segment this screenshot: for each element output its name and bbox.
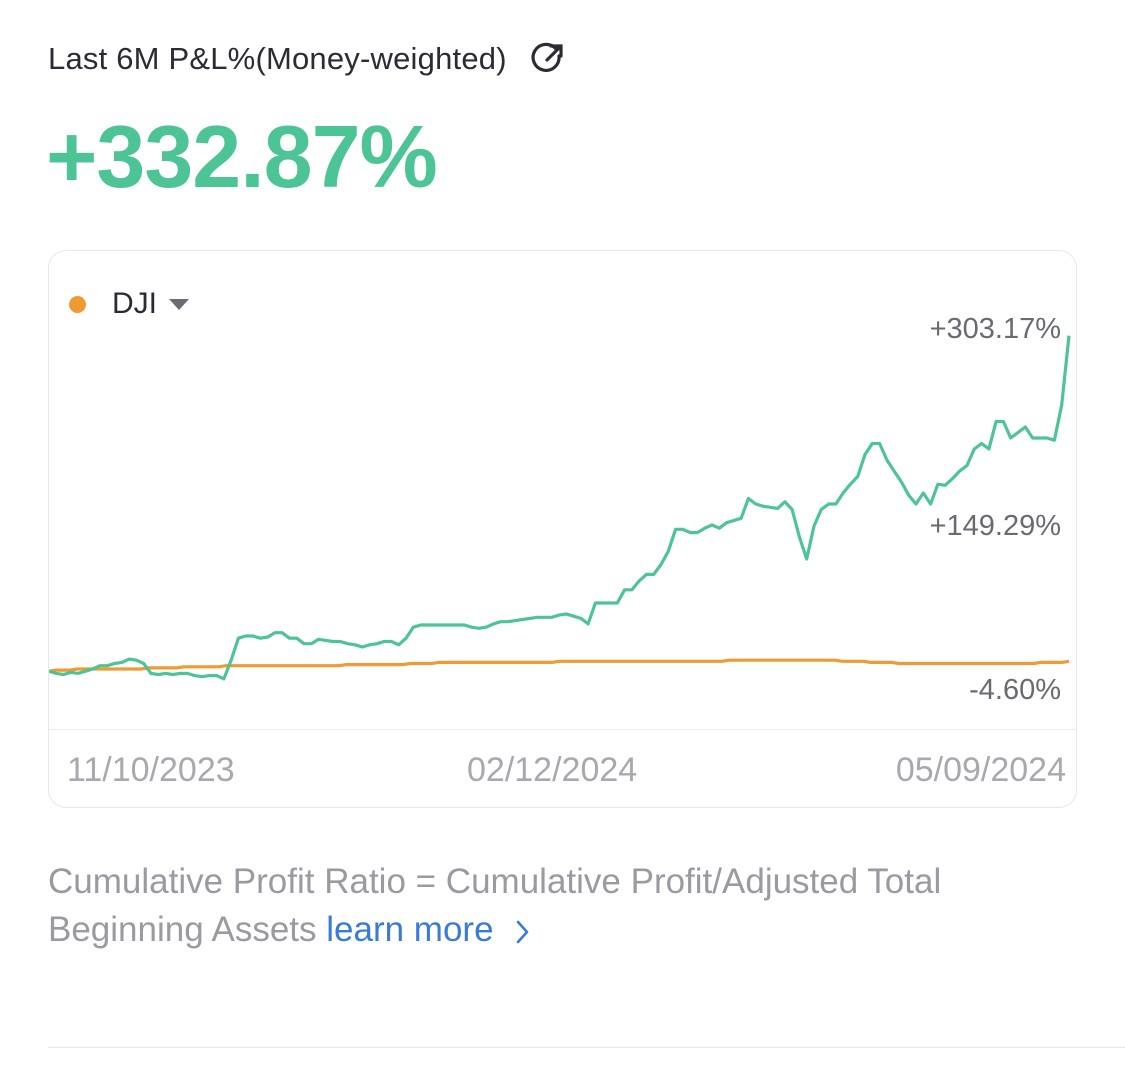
pnl-line-chart: [49, 335, 1071, 681]
x-tick-start: 11/10/2023: [67, 751, 235, 789]
header: Last 6M P&L%(Money-weighted): [48, 40, 567, 78]
footnote: Cumulative Profit Ratio = Cumulative Pro…: [48, 858, 1048, 954]
benchmark-selector[interactable]: DJI: [69, 287, 189, 321]
chevron-right-icon: [516, 920, 529, 944]
value-label-top: +303.17%: [929, 313, 1061, 345]
pnl-percentage: +332.87%: [46, 107, 438, 206]
value-label-mid: +149.29%: [929, 510, 1061, 542]
footnote-text: Cumulative Profit Ratio = Cumulative Pro…: [48, 862, 942, 949]
learn-more-label: learn more: [326, 910, 494, 949]
pnl-chart-card: DJI +303.17% +149.29% -4.60% 11/10/2023 …: [48, 250, 1077, 808]
x-tick-mid: 02/12/2024: [467, 751, 638, 789]
section-divider: [48, 1047, 1125, 1048]
page-title: Last 6M P&L%(Money-weighted): [48, 41, 507, 76]
learn-more-link[interactable]: learn more: [326, 910, 531, 949]
value-label-bottom: -4.60%: [969, 674, 1061, 706]
benchmark-label: DJI: [112, 287, 157, 320]
dji-series-line: [49, 658, 1070, 673]
caret-down-icon: [169, 298, 189, 310]
benchmark-dot: [69, 295, 86, 313]
x-tick-end: 05/09/2024: [895, 751, 1066, 789]
portfolio-series-line: [49, 335, 1071, 681]
share-out-icon[interactable]: [529, 40, 567, 78]
x-axis-line: [49, 729, 1076, 730]
